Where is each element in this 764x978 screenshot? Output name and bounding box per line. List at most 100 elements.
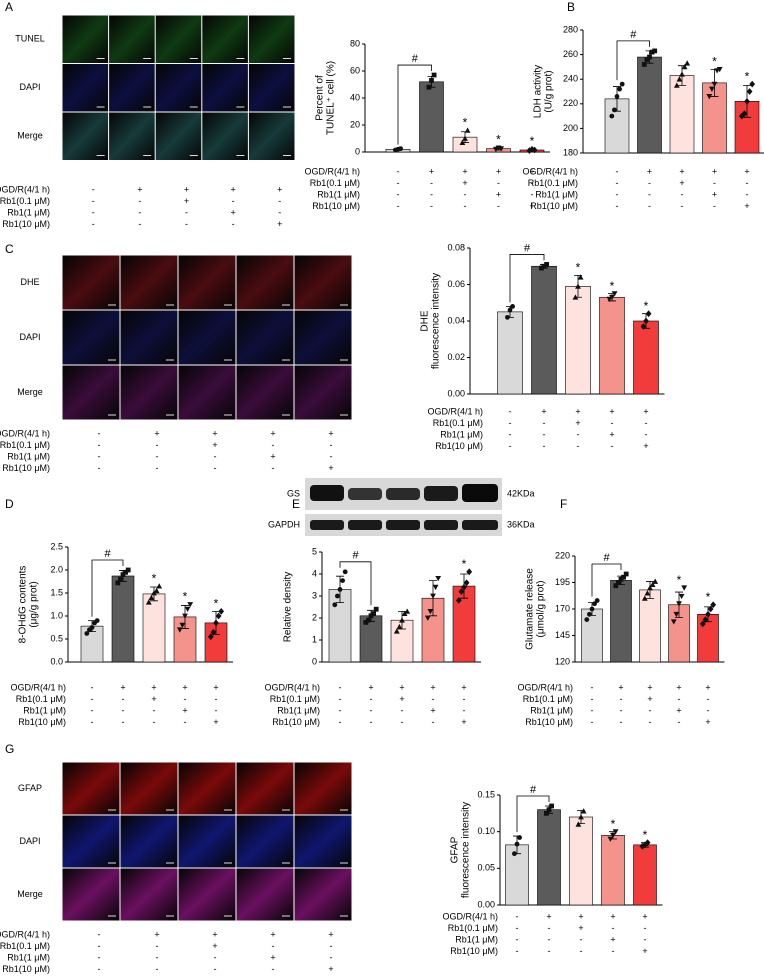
condition-sign: - [516, 911, 519, 921]
data-point [125, 567, 131, 573]
condition-sign: - [648, 189, 651, 199]
y-tick-label: 0.10 [477, 826, 495, 836]
condition-sign: - [591, 682, 594, 692]
condition-sign: - [156, 964, 159, 974]
y-tick-label: 40 [350, 92, 360, 102]
condition-sign: + [399, 682, 404, 692]
panel-letter: D [5, 497, 14, 511]
condition-sign: - [509, 406, 512, 416]
panel-letter: E [292, 497, 300, 511]
condition-sign: + [643, 406, 648, 416]
condition-sign: + [461, 682, 466, 692]
micrograph [248, 112, 295, 160]
condition-sign: + [462, 178, 467, 188]
condition-sign: - [648, 201, 651, 211]
condition-sign: - [156, 440, 159, 450]
data-point [589, 606, 595, 612]
data-point [207, 633, 214, 641]
data-point [676, 601, 682, 607]
condition-sign: + [610, 911, 615, 921]
condition-label: OGD/R(4/1 h) [442, 911, 498, 921]
condition-sign: - [214, 964, 217, 974]
condition-sign: - [397, 201, 400, 211]
data-point [432, 584, 439, 591]
condition-sign: - [620, 705, 623, 715]
data-point [546, 807, 552, 813]
y-tick-label: 0.02 [447, 352, 465, 362]
condition-label: Rb1(1 μM) [535, 189, 578, 199]
condition-label: Rb1(10 μM) [2, 964, 50, 974]
data-point [373, 606, 379, 612]
condition-sign: - [122, 705, 125, 715]
y-tick-label: 180 [563, 147, 578, 157]
significance-mark: # [104, 548, 111, 560]
significance-bracket [339, 561, 372, 606]
condition-sign: + [529, 166, 534, 176]
data-point [607, 836, 614, 842]
condition-sign: + [676, 705, 681, 715]
y-tick-label: 0.00 [477, 899, 495, 909]
condition-sign: - [278, 207, 281, 217]
significance-mark: * [610, 279, 615, 293]
data-point [614, 94, 620, 99]
micrograph [202, 64, 248, 112]
bar [537, 809, 561, 906]
micrograph [294, 815, 352, 868]
data-point [544, 810, 549, 816]
data-point [455, 597, 462, 604]
y-tick-label: 0.5 [50, 633, 63, 643]
data-point [741, 110, 748, 118]
condition-sign: - [232, 219, 235, 229]
significance-mark: * [706, 590, 711, 604]
condition-label: Rb1(1 μM) [7, 207, 50, 217]
data-point [115, 580, 121, 586]
condition-label: Rb1(10 μM) [450, 946, 498, 956]
condition-sign: - [184, 694, 187, 704]
data-point [647, 584, 653, 591]
data-point [619, 81, 625, 87]
blot-band [462, 520, 498, 530]
y-tick-label: 120 [555, 656, 570, 666]
condition-sign: - [91, 682, 94, 692]
data-point [371, 611, 376, 616]
y-axis-label: Glutamate release [525, 568, 536, 650]
data-point [517, 835, 522, 840]
data-point [618, 576, 624, 582]
condition-sign: - [272, 440, 275, 450]
condition-sign: + [712, 166, 717, 176]
condition-sign: - [278, 196, 281, 206]
data-point [510, 304, 515, 309]
condition-sign: + [182, 705, 187, 715]
y-tick-label: 0.0 [50, 656, 63, 666]
condition-sign: - [681, 189, 684, 199]
condition-sign: - [397, 166, 400, 176]
micrograph [178, 868, 236, 921]
condition-sign: + [328, 463, 333, 473]
data-point [118, 576, 123, 582]
condition-sign: - [649, 717, 652, 727]
condition-sign: + [154, 428, 159, 438]
data-point [681, 64, 688, 70]
data-point [182, 613, 188, 619]
condition-sign: - [464, 189, 467, 199]
condition-sign: + [578, 923, 583, 933]
condition-sign: - [339, 705, 342, 715]
condition-sign: - [92, 196, 95, 206]
bar [610, 580, 632, 663]
condition-sign: + [744, 201, 749, 211]
data-point [611, 291, 618, 297]
significance-mark: * [183, 590, 188, 604]
data-point [342, 569, 348, 575]
data-point [681, 585, 688, 591]
condition-sign: + [270, 428, 275, 438]
condition-sign: - [645, 429, 648, 439]
y-tick-label: 0.15 [477, 789, 495, 799]
condition-sign: - [648, 178, 651, 188]
condition-sign: + [546, 911, 551, 921]
y-tick-label: 2.0 [50, 564, 63, 574]
micrograph [120, 365, 178, 420]
condition-sign: - [463, 694, 466, 704]
condition-sign: - [497, 178, 500, 188]
micrograph [248, 15, 295, 63]
condition-sign: - [611, 418, 614, 428]
